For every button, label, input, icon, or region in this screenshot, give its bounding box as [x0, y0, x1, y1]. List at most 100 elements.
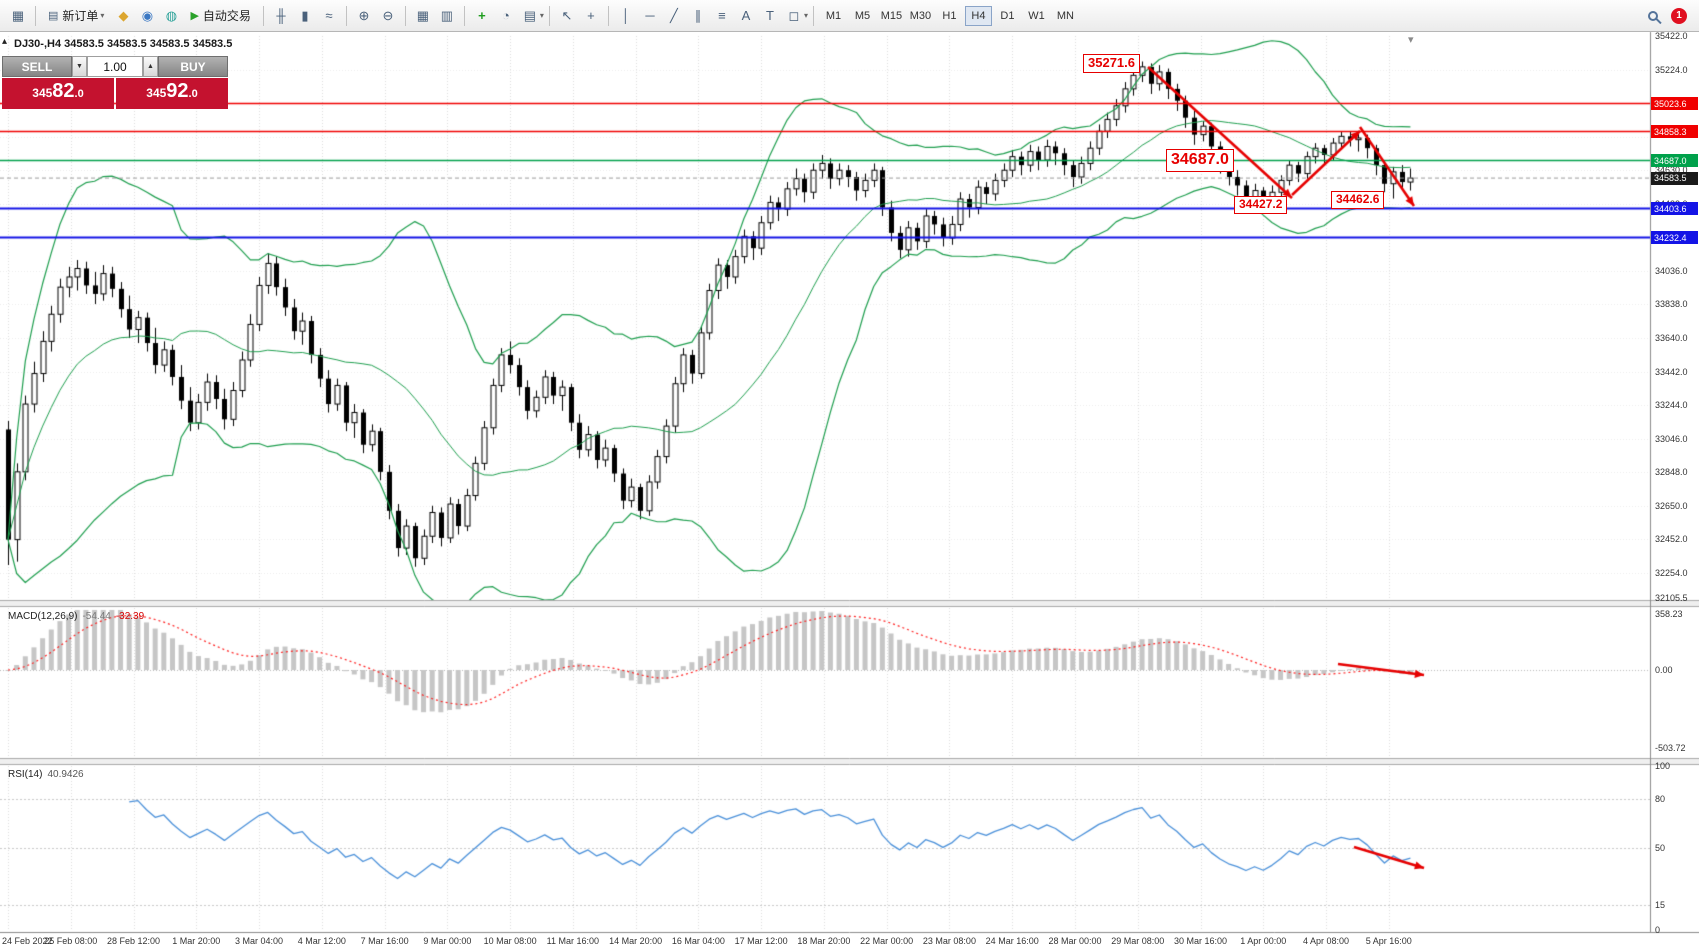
bar-chart-icon[interactable]: ╫ — [276, 8, 286, 23]
text-icon[interactable]: A — [741, 8, 751, 23]
trendline-icon[interactable]: ╱ — [670, 7, 678, 23]
rsi-scale-label: 0 — [1655, 925, 1661, 935]
price-tag: 34858.3 — [1651, 125, 1698, 139]
timeframe-h4[interactable]: H4 — [964, 5, 992, 26]
timeframe-w1[interactable]: W1 — [1028, 9, 1045, 22]
autotrading-button[interactable]: ▶ 自动交易 — [183, 4, 257, 28]
notification-badge[interactable]: 1 — [1671, 7, 1687, 24]
channel-icon[interactable]: ∥ — [694, 7, 702, 23]
rsi-scale-label: 50 — [1655, 843, 1666, 853]
timeframe-mn[interactable]: MN — [1056, 9, 1074, 22]
new-order-button-caret: ▾ — [100, 11, 105, 20]
strategy-tester-icon[interactable]: ◍ — [165, 7, 178, 23]
toolbar-separator — [463, 5, 465, 26]
new-order-icon: ▤ — [48, 10, 59, 22]
price-scale-label: 33046.0 — [1655, 433, 1688, 444]
time-axis-label: 17 Mar 12:00 — [734, 936, 788, 946]
cursor-icon[interactable]: ↖ — [561, 7, 573, 23]
buy-price[interactable]: 345 92.0 — [116, 78, 228, 109]
periods-icon[interactable]: ◔ — [501, 8, 510, 23]
text-label-icon[interactable]: T — [765, 8, 774, 23]
timeframe-m30[interactable]: M30 — [909, 9, 932, 22]
volume-input[interactable]: 1.00 — [87, 56, 143, 77]
one-click-panel-toggle[interactable]: ▴ — [2, 36, 8, 47]
time-axis-label: 22 Mar 00:00 — [860, 936, 914, 946]
shapes-icon-caret[interactable]: ▾ — [803, 11, 808, 20]
time-axis-label: 4 Apr 08:00 — [1302, 936, 1350, 946]
timeframe-m5[interactable]: M5 — [854, 9, 871, 22]
templates-icon-caret[interactable]: ▾ — [539, 11, 544, 20]
line-chart-icon[interactable]: ≈ — [325, 8, 333, 23]
price-scale-label: 32105.5 — [1655, 593, 1688, 603]
price-tag: 34403.6 — [1651, 202, 1698, 216]
chart-shift-marker[interactable]: ▾ — [1408, 34, 1414, 46]
fibonacci-icon[interactable]: ≡ — [718, 8, 726, 23]
macd-scale-label: 0.00 — [1655, 665, 1673, 675]
price-scale-label: 32650.0 — [1655, 500, 1688, 511]
zoom-out-icon[interactable]: ⊖ — [382, 7, 394, 23]
shapes-icon[interactable]: ◻ — [788, 7, 800, 23]
time-axis-label: 10 Mar 08:00 — [483, 936, 537, 946]
toolbar-separator — [548, 5, 550, 26]
time-axis-label: 23 Mar 08:00 — [922, 936, 976, 946]
toolbar-separator — [607, 5, 609, 26]
price-scale-label: 34036.0 — [1655, 265, 1688, 276]
search-icon-glass — [1648, 10, 1658, 21]
tile-windows-icon[interactable]: ▦ — [416, 7, 430, 23]
autotrading-icon: ▶ — [190, 10, 199, 22]
rsi-scale-label: 15 — [1655, 900, 1666, 911]
horizontal-line-icon[interactable]: ─ — [645, 8, 655, 23]
time-axis-label: 24 Feb 2022 — [2, 936, 53, 946]
rsi-name: RSI(14) — [8, 769, 43, 780]
price-scale-label: 33838.0 — [1655, 299, 1688, 310]
time-axis-label: 18 Mar 20:00 — [797, 936, 851, 946]
price-scale-label: 35422.0 — [1655, 31, 1688, 41]
annotation-box[interactable]: 35271.6 — [1083, 54, 1140, 73]
timeframe-m1[interactable]: M1 — [825, 9, 842, 22]
time-axis-label: 24 Mar 16:00 — [985, 936, 1039, 946]
market-watch-icon[interactable]: ◉ — [141, 7, 154, 23]
candlestick-chart-icon[interactable]: ▮ — [301, 7, 309, 23]
macd-value-1: -54.44 — [82, 611, 111, 622]
volume-increase-button[interactable]: ▲ — [143, 56, 158, 77]
buy-button[interactable]: BUY — [158, 56, 228, 77]
new-order-button-label: 新订单 — [62, 9, 99, 23]
sell-button[interactable]: SELL — [2, 56, 72, 77]
timeframe-h1[interactable]: H1 — [942, 9, 957, 22]
price-tag: 34687.0 — [1651, 154, 1698, 168]
timeframe-m15[interactable]: M15 — [880, 9, 903, 22]
templates-icon[interactable]: ▤ — [523, 7, 537, 23]
price-scale-label: 33640.0 — [1655, 332, 1688, 343]
metaeditor-icon[interactable]: ◆ — [118, 7, 129, 23]
sell-price[interactable]: 345 82.0 — [2, 78, 114, 109]
toolbar-separator — [345, 5, 347, 26]
price-tag: 34583.5 — [1651, 171, 1698, 185]
time-axis-label: 4 Mar 12:00 — [297, 936, 346, 946]
zoom-in-icon[interactable]: ⊕ — [358, 7, 370, 23]
new-order-button[interactable]: ▤ 新订单 ▾ — [41, 4, 111, 28]
price-scale-label: 33442.0 — [1655, 366, 1688, 377]
auto-arrange-icon[interactable]: ▥ — [440, 7, 454, 23]
price-tag: 35023.6 — [1651, 97, 1698, 110]
crosshair-icon[interactable]: + — [587, 8, 595, 23]
macd-scale-label: -503.72 — [1655, 743, 1686, 754]
time-axis-label: 25 Feb 08:00 — [44, 936, 98, 946]
chart-window-icon[interactable]: ▦ — [11, 7, 25, 23]
symbol-info: DJ30-,H4 34583.5 34583.5 34583.5 34583.5 — [14, 38, 233, 50]
toolbar-separator — [404, 5, 406, 26]
annotation-box[interactable]: 34427.2 — [1234, 196, 1288, 214]
vertical-line-icon[interactable]: │ — [621, 8, 630, 23]
timeframe-d1[interactable]: D1 — [1000, 9, 1015, 22]
annotation-box[interactable]: 34687.0 — [1166, 149, 1234, 172]
price-scale-label: 34630.0 — [1655, 165, 1688, 176]
time-axis-label: 1 Mar 20:00 — [172, 936, 221, 946]
indicators-icon[interactable]: + — [478, 8, 486, 23]
annotation-box[interactable]: 34462.6 — [1331, 191, 1385, 209]
rsi-indicator-label: RSI(14) 40.9426 — [8, 769, 84, 780]
time-axis-label: 16 Mar 04:00 — [671, 936, 725, 946]
toolbar: ▦ ▤ 新订单 ▾ ◆ ◉ ◍ ▶ 自动交易 ╫ ▮ ≈ ⊕ ⊖ ▦ ▥ + ◔ ▤ ▾ ↖ + │ ─ ╱ ∥ ≡ A T ◻ ▾ M1 M5… — [0, 0, 1699, 32]
volume-decrease-button[interactable]: ▼ — [72, 56, 87, 77]
search-icon[interactable] — [1642, 5, 1664, 27]
time-axis-label: 28 Feb 12:00 — [106, 936, 161, 946]
